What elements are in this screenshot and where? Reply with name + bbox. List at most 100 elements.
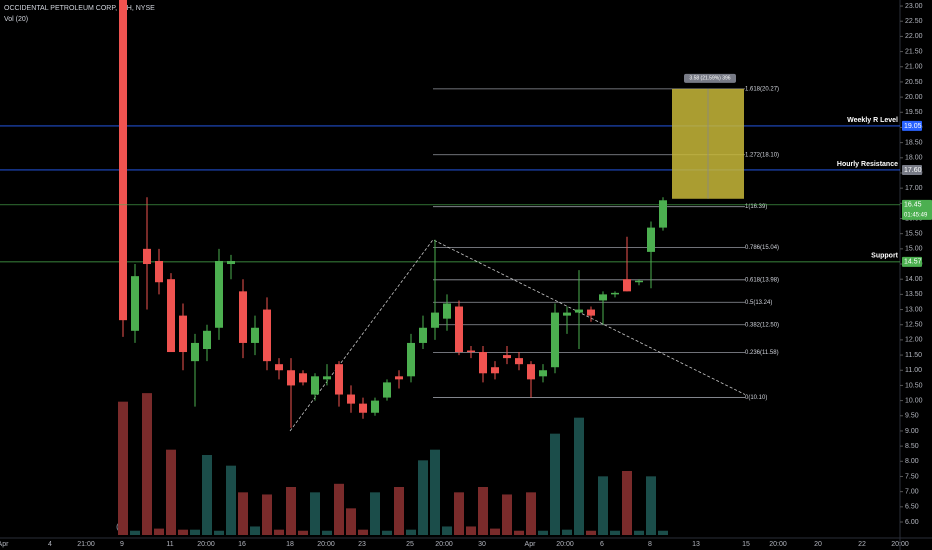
level-name: Weekly R Level	[847, 117, 898, 124]
candle-body	[383, 382, 391, 398]
level-tag	[902, 120, 922, 131]
volume-bar	[346, 508, 356, 535]
x-tick-label: 13	[692, 541, 700, 548]
y-tick-label: 11.50	[905, 352, 922, 359]
candle-body	[155, 260, 163, 283]
volume-bar	[130, 530, 140, 535]
x-tick-label: 20:00	[197, 541, 215, 548]
candle-body	[515, 358, 523, 365]
candle-body	[623, 279, 631, 292]
volume-bar	[274, 529, 284, 535]
candle-body	[371, 400, 379, 413]
y-tick-label: 10.50	[905, 382, 923, 389]
y-tick-label: 15.00	[905, 246, 923, 253]
candle-body	[431, 312, 439, 328]
x-tick-label: 6	[600, 541, 604, 548]
target-tag	[684, 73, 736, 83]
y-tick-label: 22.50	[905, 18, 923, 25]
volume-bar	[646, 476, 656, 535]
x-tick-label: 20	[814, 541, 822, 548]
candle-body	[467, 350, 475, 353]
y-tick-label: 18.00	[905, 155, 923, 162]
volume-bar	[370, 492, 380, 535]
level-tag-label: 19.05	[904, 123, 922, 130]
volume-bar	[310, 492, 320, 535]
x-tick-label: 8	[648, 541, 652, 548]
y-tick-label: 21.50	[905, 48, 923, 55]
candle-body	[659, 200, 667, 228]
fib-label: 1.272(18.10)	[745, 152, 779, 158]
level-tag	[902, 164, 922, 175]
candle-body	[227, 260, 235, 265]
x-tick-label: 20:00	[435, 541, 453, 548]
x-tick-label: 30	[478, 541, 486, 548]
chart-title: OCCIDENTAL PETROLEUM CORP, 12H, NYSE	[4, 5, 155, 12]
volume-bar	[442, 526, 452, 535]
volume-label: Vol (20)	[4, 16, 28, 23]
candle-body	[503, 355, 511, 359]
x-tick-label: Apr	[0, 541, 9, 548]
volume-bar	[394, 487, 404, 535]
y-tick-label: 21.00	[905, 64, 923, 71]
volume-bar	[298, 530, 308, 535]
volume-bar	[238, 492, 248, 535]
y-tick-label: 22.00	[905, 33, 923, 40]
level-name: Hourly Resistance	[837, 161, 898, 168]
volume-bar	[406, 529, 416, 535]
volume-bar	[430, 449, 440, 535]
x-tick-label: 15	[742, 541, 750, 548]
y-tick-label: 13.50	[905, 291, 923, 298]
volume-bar	[466, 526, 476, 535]
y-tick-label: 8.00	[905, 458, 919, 465]
y-tick-label: 13.00	[905, 306, 923, 313]
volume-bar	[214, 530, 224, 535]
fib-label: 0.618(13.98)	[745, 277, 779, 283]
candle-body	[131, 276, 139, 331]
candle-body	[179, 315, 187, 353]
volume-bar	[322, 530, 332, 535]
volume-bar	[190, 529, 200, 535]
volume-bar	[502, 494, 512, 535]
y-tick-label: 7.50	[905, 473, 919, 480]
x-tick-label: 11	[166, 541, 173, 548]
volume-bar	[166, 449, 176, 535]
x-tick-label: 21:00	[77, 541, 95, 548]
candle-body	[203, 330, 211, 350]
candle-body	[419, 327, 427, 343]
candle-body	[443, 303, 451, 319]
candle-body	[563, 312, 571, 316]
trend-line	[289, 239, 746, 432]
candle-body	[215, 260, 223, 328]
y-tick-label: 20.50	[905, 79, 923, 86]
volume-bar	[250, 526, 260, 535]
y-tick-label: 8.50	[905, 443, 919, 450]
candle-body	[407, 342, 415, 377]
candle-body	[539, 370, 547, 377]
level-tag-label: 14.57	[904, 259, 922, 266]
candle-body	[635, 280, 643, 283]
volume-bar	[514, 530, 524, 535]
volume-bar	[478, 487, 488, 535]
y-tick-label: 9.50	[905, 413, 919, 420]
y-tick-label: 7.00	[905, 488, 919, 495]
candle-body	[479, 352, 487, 374]
y-tick-label: 17.00	[905, 185, 923, 192]
countdown-label: 01:45:49	[904, 212, 928, 218]
volume-bar	[418, 460, 428, 535]
volume-bar	[538, 530, 548, 535]
volume-bar	[286, 487, 296, 535]
candle-body	[239, 291, 247, 343]
candle-body	[287, 370, 295, 386]
x-tick-label: 9	[120, 541, 124, 548]
y-tick-label: 14.00	[905, 276, 923, 283]
fib-label: 0.786(15.04)	[745, 245, 779, 251]
level-tag-label: 17.60	[904, 167, 922, 174]
candle-body	[143, 248, 151, 265]
candle-body	[299, 373, 307, 383]
volume-bar	[454, 492, 464, 535]
y-tick-label: 12.00	[905, 337, 923, 344]
x-tick-label: 23	[358, 541, 366, 548]
y-tick-label: 6.00	[905, 519, 919, 526]
fib-label: 1.618(20.27)	[745, 86, 779, 92]
volume-bar	[586, 530, 596, 535]
